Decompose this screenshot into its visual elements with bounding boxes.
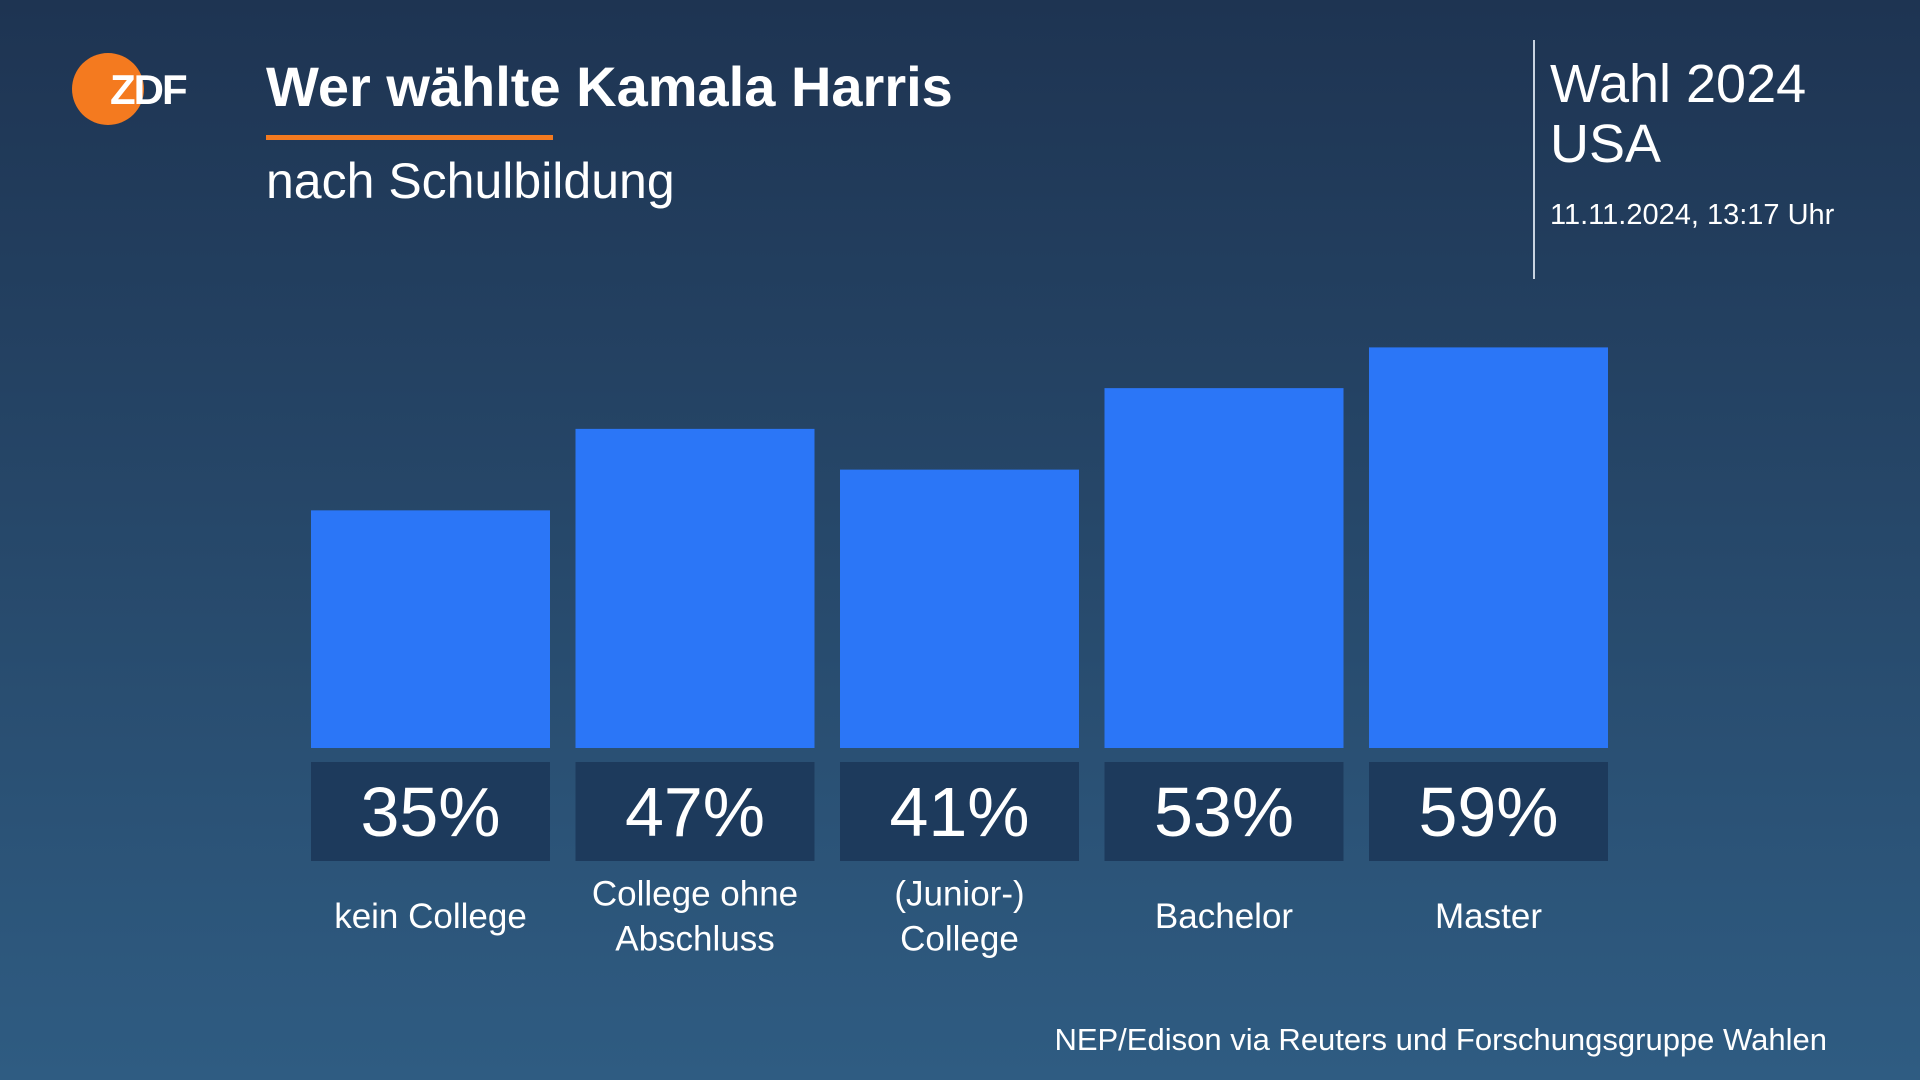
logo-circle	[72, 53, 144, 125]
category-label: (Junior-)	[894, 875, 1024, 914]
title-underline	[266, 135, 553, 140]
bar	[840, 469, 1079, 748]
value-label: 53%	[1154, 773, 1294, 851]
bar	[1104, 388, 1344, 748]
value-label: 41%	[889, 773, 1029, 851]
value-label-box	[1369, 762, 1608, 861]
category-label: College	[900, 920, 1019, 959]
category-label: Abschluss	[615, 920, 775, 959]
logo-text: ZDF	[110, 66, 187, 113]
category-label: Master	[1435, 897, 1542, 936]
value-label-box	[1104, 762, 1344, 861]
value-label-box	[575, 762, 815, 861]
category-label: College ohne	[592, 875, 798, 914]
chart-title: Wer wählte Kamala Harris	[266, 55, 953, 118]
badge-line2: USA	[1550, 114, 1661, 174]
chart-subtitle: nach Schulbildung	[266, 153, 675, 209]
category-label: Bachelor	[1155, 897, 1293, 936]
value-label-box	[840, 762, 1079, 861]
source: NEP/Edison via Reuters und Forschungsgru…	[1054, 1022, 1827, 1057]
badge-line1: Wahl 2024	[1550, 54, 1806, 114]
value-label-box	[311, 762, 550, 861]
value-label: 35%	[360, 773, 500, 851]
bar	[575, 428, 815, 748]
bar	[1369, 347, 1608, 748]
value-label: 59%	[1418, 773, 1558, 851]
badge-date: 11.11.2024, 13:17 Uhr	[1550, 199, 1835, 231]
value-label: 47%	[625, 773, 765, 851]
category-label: kein College	[334, 897, 527, 936]
bar	[311, 510, 550, 748]
